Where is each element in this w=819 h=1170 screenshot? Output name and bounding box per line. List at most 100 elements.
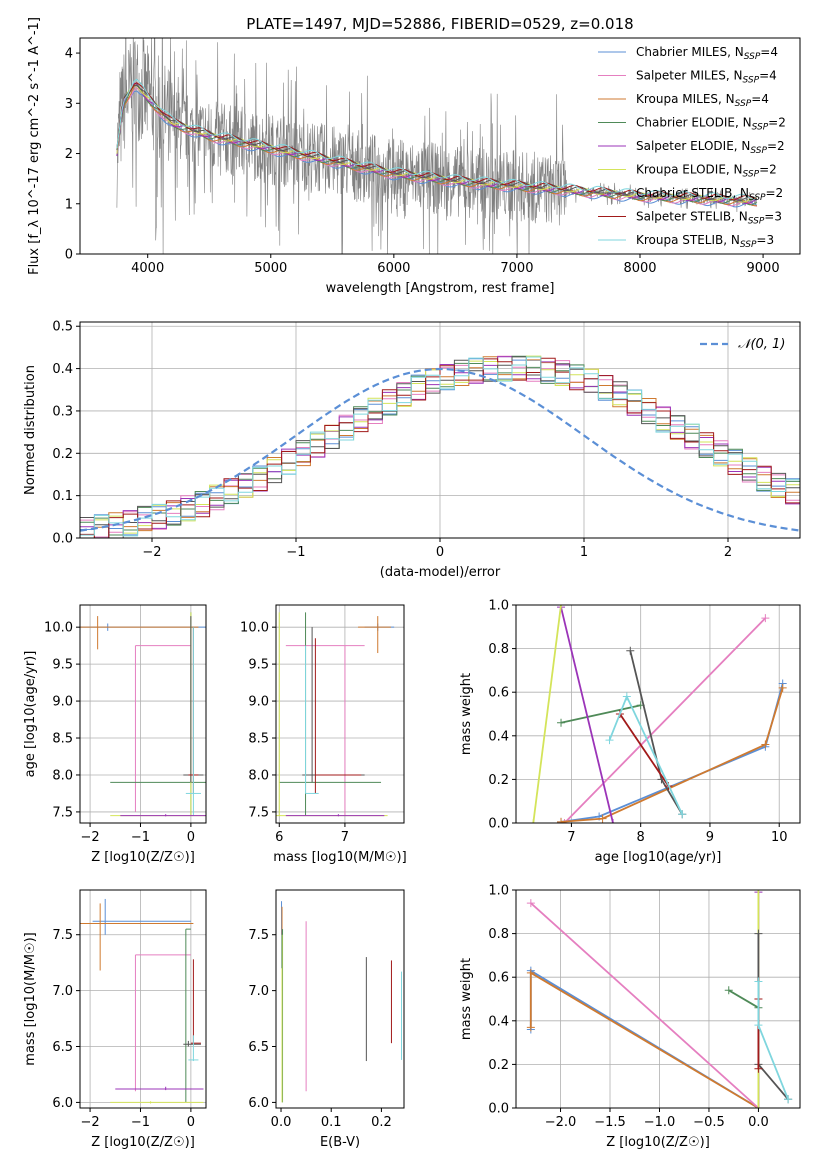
y-tick-label: 0.8 (488, 642, 509, 657)
y-tick-label: 0.0 (52, 532, 73, 547)
x-tick-label: 0.0 (748, 1115, 769, 1130)
x-tick-label: 8 (637, 830, 645, 845)
marker-kroupa_elodie (557, 605, 566, 609)
x-tick-label: 6000 (377, 261, 410, 276)
y-axis-label: Flux [f_λ 10^-17 erg cm^-2 s^-1 A^-1] (27, 17, 42, 275)
x-tick-label: −2 (80, 1115, 99, 1130)
y-tick-label: 7.5 (52, 928, 73, 943)
y-tick-label: 6.5 (248, 1040, 269, 1055)
y-tick-label: 10.0 (240, 621, 269, 636)
y-tick-label: 3 (65, 97, 73, 112)
plot-area (529, 605, 787, 823)
y-tick-label: 0 (65, 248, 73, 263)
x-tick-label: 6 (275, 830, 283, 845)
marker-salpeter_miles (761, 614, 770, 623)
legend-label-kroupa_elodie: Kroupa ELODIE, NSSP=2 (636, 163, 777, 180)
axes-frame (79, 889, 207, 1109)
y-tick-label: 0.2 (488, 1058, 509, 1073)
marker-kroupa_miles (526, 968, 535, 977)
x-tick-label: 2 (724, 545, 732, 560)
marker-kroupa_stelib (605, 736, 614, 745)
plot-area (80, 898, 204, 1104)
marker-kroupa_elodie (754, 1104, 763, 1108)
x-tick-label: 0 (187, 1115, 195, 1130)
y-tick-label: 7.5 (248, 928, 269, 943)
legend-label-kroupa_stelib: Kroupa STELIB, NSSP=3 (636, 233, 774, 250)
marker-salpeter_elodie (608, 819, 617, 823)
y-tick-label: 2 (65, 147, 73, 162)
y-tick-label: 0.4 (488, 1014, 509, 1029)
plot-area (116, 38, 758, 254)
y-tick-label: 0.3 (52, 404, 73, 419)
weight-line-salpeter_elodie (560, 606, 614, 823)
axes-frame (515, 604, 801, 824)
axes-frame (275, 604, 405, 824)
marker-salpeter_miles (526, 899, 535, 908)
model-line-kroupa_stelib (116, 78, 757, 201)
x-tick-label: 0.1 (321, 1115, 342, 1130)
y-tick-label: 0.2 (52, 447, 73, 462)
x-axis-label: Z [log10(Z/Z☉)] (91, 850, 195, 865)
marker-kroupa_stelib (754, 1021, 763, 1030)
data-spectrum-line (116, 38, 758, 254)
x-tick-label: 0.2 (371, 1115, 392, 1130)
x-tick-label: 9000 (747, 261, 780, 276)
axes-frame (275, 889, 405, 1109)
model-line-salpeter_stelib (116, 82, 758, 201)
y-axis-label: mass [log10(M/M☉)] (23, 932, 38, 1065)
y-tick-label: 6.0 (52, 1096, 73, 1111)
marker-kroupa_elodie (529, 819, 538, 823)
plot-area (80, 612, 206, 817)
y-tick-label: 9.0 (248, 695, 269, 710)
x-tick-label: −1 (131, 1115, 150, 1130)
x-tick-label: 7 (341, 830, 349, 845)
y-tick-label: 0.0 (488, 1102, 509, 1117)
weight-line-salpeter_miles (563, 617, 767, 823)
x-axis-label: (data-model)/error (380, 565, 501, 580)
y-tick-label: 0.0 (488, 817, 509, 832)
marker-kroupa_stelib (754, 977, 763, 986)
marker-kroupa_miles (761, 740, 770, 749)
marker-kroupa_miles (598, 814, 607, 823)
model-line-chabrier_miles (116, 90, 758, 208)
plot-area (80, 355, 800, 538)
marker-kroupa_elodie (754, 890, 763, 894)
marker-chabrier_stelib (626, 646, 635, 655)
x-tick-label: −1 (131, 830, 150, 845)
normal-curve (80, 367, 800, 532)
legend-label: 𝒩(0, 1) (738, 337, 785, 352)
panel-z-weight: −2.0 −1.5 −1.0 −0.5 0.0 0.0 0.2 0.4 0.6 0.8 1.0 Z [… (459, 884, 801, 1150)
y-tick-label: 0.2 (488, 773, 509, 788)
figure-title: PLATE=1497, MJD=52886, FIBERID=0529, z=0… (246, 15, 633, 33)
axes-frame (79, 37, 801, 255)
y-axis-label: age [log10(age/yr)] (23, 651, 38, 778)
x-tick-label: 5000 (254, 261, 287, 276)
marker-chabrier_stelib (754, 929, 763, 938)
x-axis-label: Z [log10(Z/Z☉)] (606, 1135, 710, 1150)
y-axis-label: mass weight (459, 673, 474, 755)
marker-kroupa_stelib (622, 692, 631, 701)
x-tick-label: 7 (567, 830, 575, 845)
marker-salpeter_stelib (754, 1064, 763, 1073)
marker-kroupa_miles (778, 683, 787, 692)
weight-line-kroupa_miles (560, 687, 784, 823)
y-tick-label: 7.0 (248, 984, 269, 999)
y-tick-label: 7.5 (52, 805, 73, 820)
y-tick-label: 1.0 (488, 599, 509, 614)
x-tick-label: −1.0 (644, 1115, 676, 1130)
model-line-salpeter_miles (116, 87, 758, 207)
marker-salpeter_miles (560, 819, 569, 823)
weight-line-chabrier_elodie (560, 704, 641, 724)
x-tick-label: −1 (286, 545, 305, 560)
y-tick-label: 7.5 (248, 805, 269, 820)
marker-chabrier_elodie (557, 718, 566, 727)
legend-label-chabrier_elodie: Chabrier ELODIE, NSSP=2 (636, 116, 786, 133)
x-axis-label: Z [log10(Z/Z☉)] (91, 1135, 195, 1150)
marker-kroupa_miles (526, 1023, 535, 1032)
y-tick-label: 1 (65, 197, 73, 212)
panel-residuals: 𝒩(0, 1) −2 −1 0 1 2 0.0 0.1 0.2 0.3 0.4 0.5 (data-mo… (23, 320, 801, 580)
y-tick-label: 9.0 (52, 695, 73, 710)
legend: 𝒩(0, 1) (700, 337, 785, 352)
x-tick-label: 8000 (623, 261, 656, 276)
